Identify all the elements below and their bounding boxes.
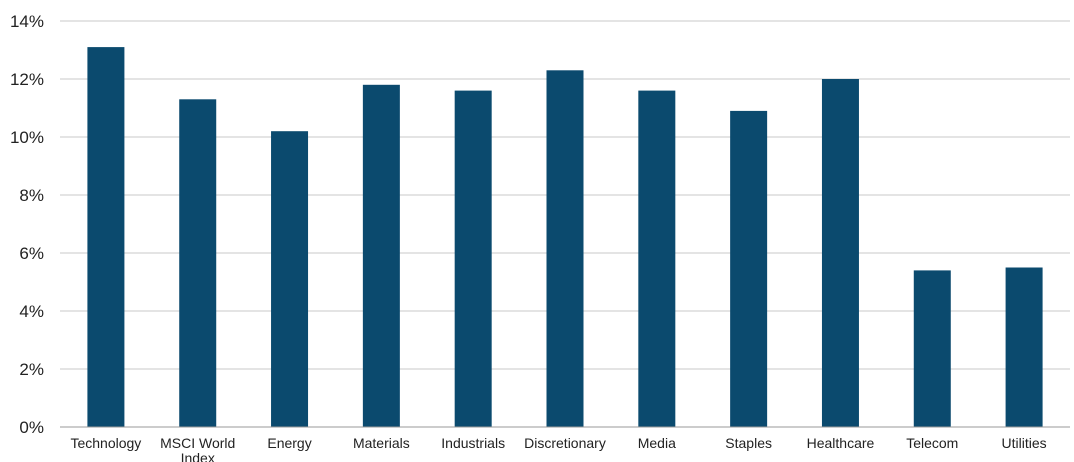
x-tick-label: Discretionary [524,435,606,451]
y-tick-label: 14% [10,12,44,31]
y-tick-label: 10% [10,128,44,147]
y-tick-label: 2% [19,360,44,379]
y-tick-label: 12% [10,70,44,89]
x-tick-label: Staples [725,435,772,451]
bar [1005,267,1043,427]
bar [179,99,217,428]
x-axis-labels: Technology MSCI World Index Energy Materials… [70,435,1046,462]
x-tick-label: Industrials [441,435,505,451]
x-tick-label: Technology [70,435,141,451]
bars [87,47,1043,428]
x-tick-label: Media [638,435,676,451]
bar [546,70,584,428]
bar [87,47,125,427]
x-tick-label: Energy [267,435,311,451]
y-tick-label: 8% [19,186,44,205]
bar [454,90,492,427]
bar [913,270,951,427]
y-axis-ticks: 0% 2% 4% 6% 8% 10% 12% 14% [10,12,44,437]
bar [730,110,768,428]
y-tick-label: 4% [19,302,44,321]
bar [271,131,309,427]
x-tick-label: Utilities [1002,435,1047,451]
y-tick-label: 6% [19,244,44,263]
x-tick-label: Materials [353,435,410,451]
bar [821,79,859,427]
x-tick-label: Telecom [906,435,958,451]
x-tick-label: MSCI World Index [160,435,235,462]
bar [638,90,676,427]
x-tick-label: Healthcare [807,435,875,451]
y-tick-label: 0% [19,418,44,437]
bar [362,84,400,428]
